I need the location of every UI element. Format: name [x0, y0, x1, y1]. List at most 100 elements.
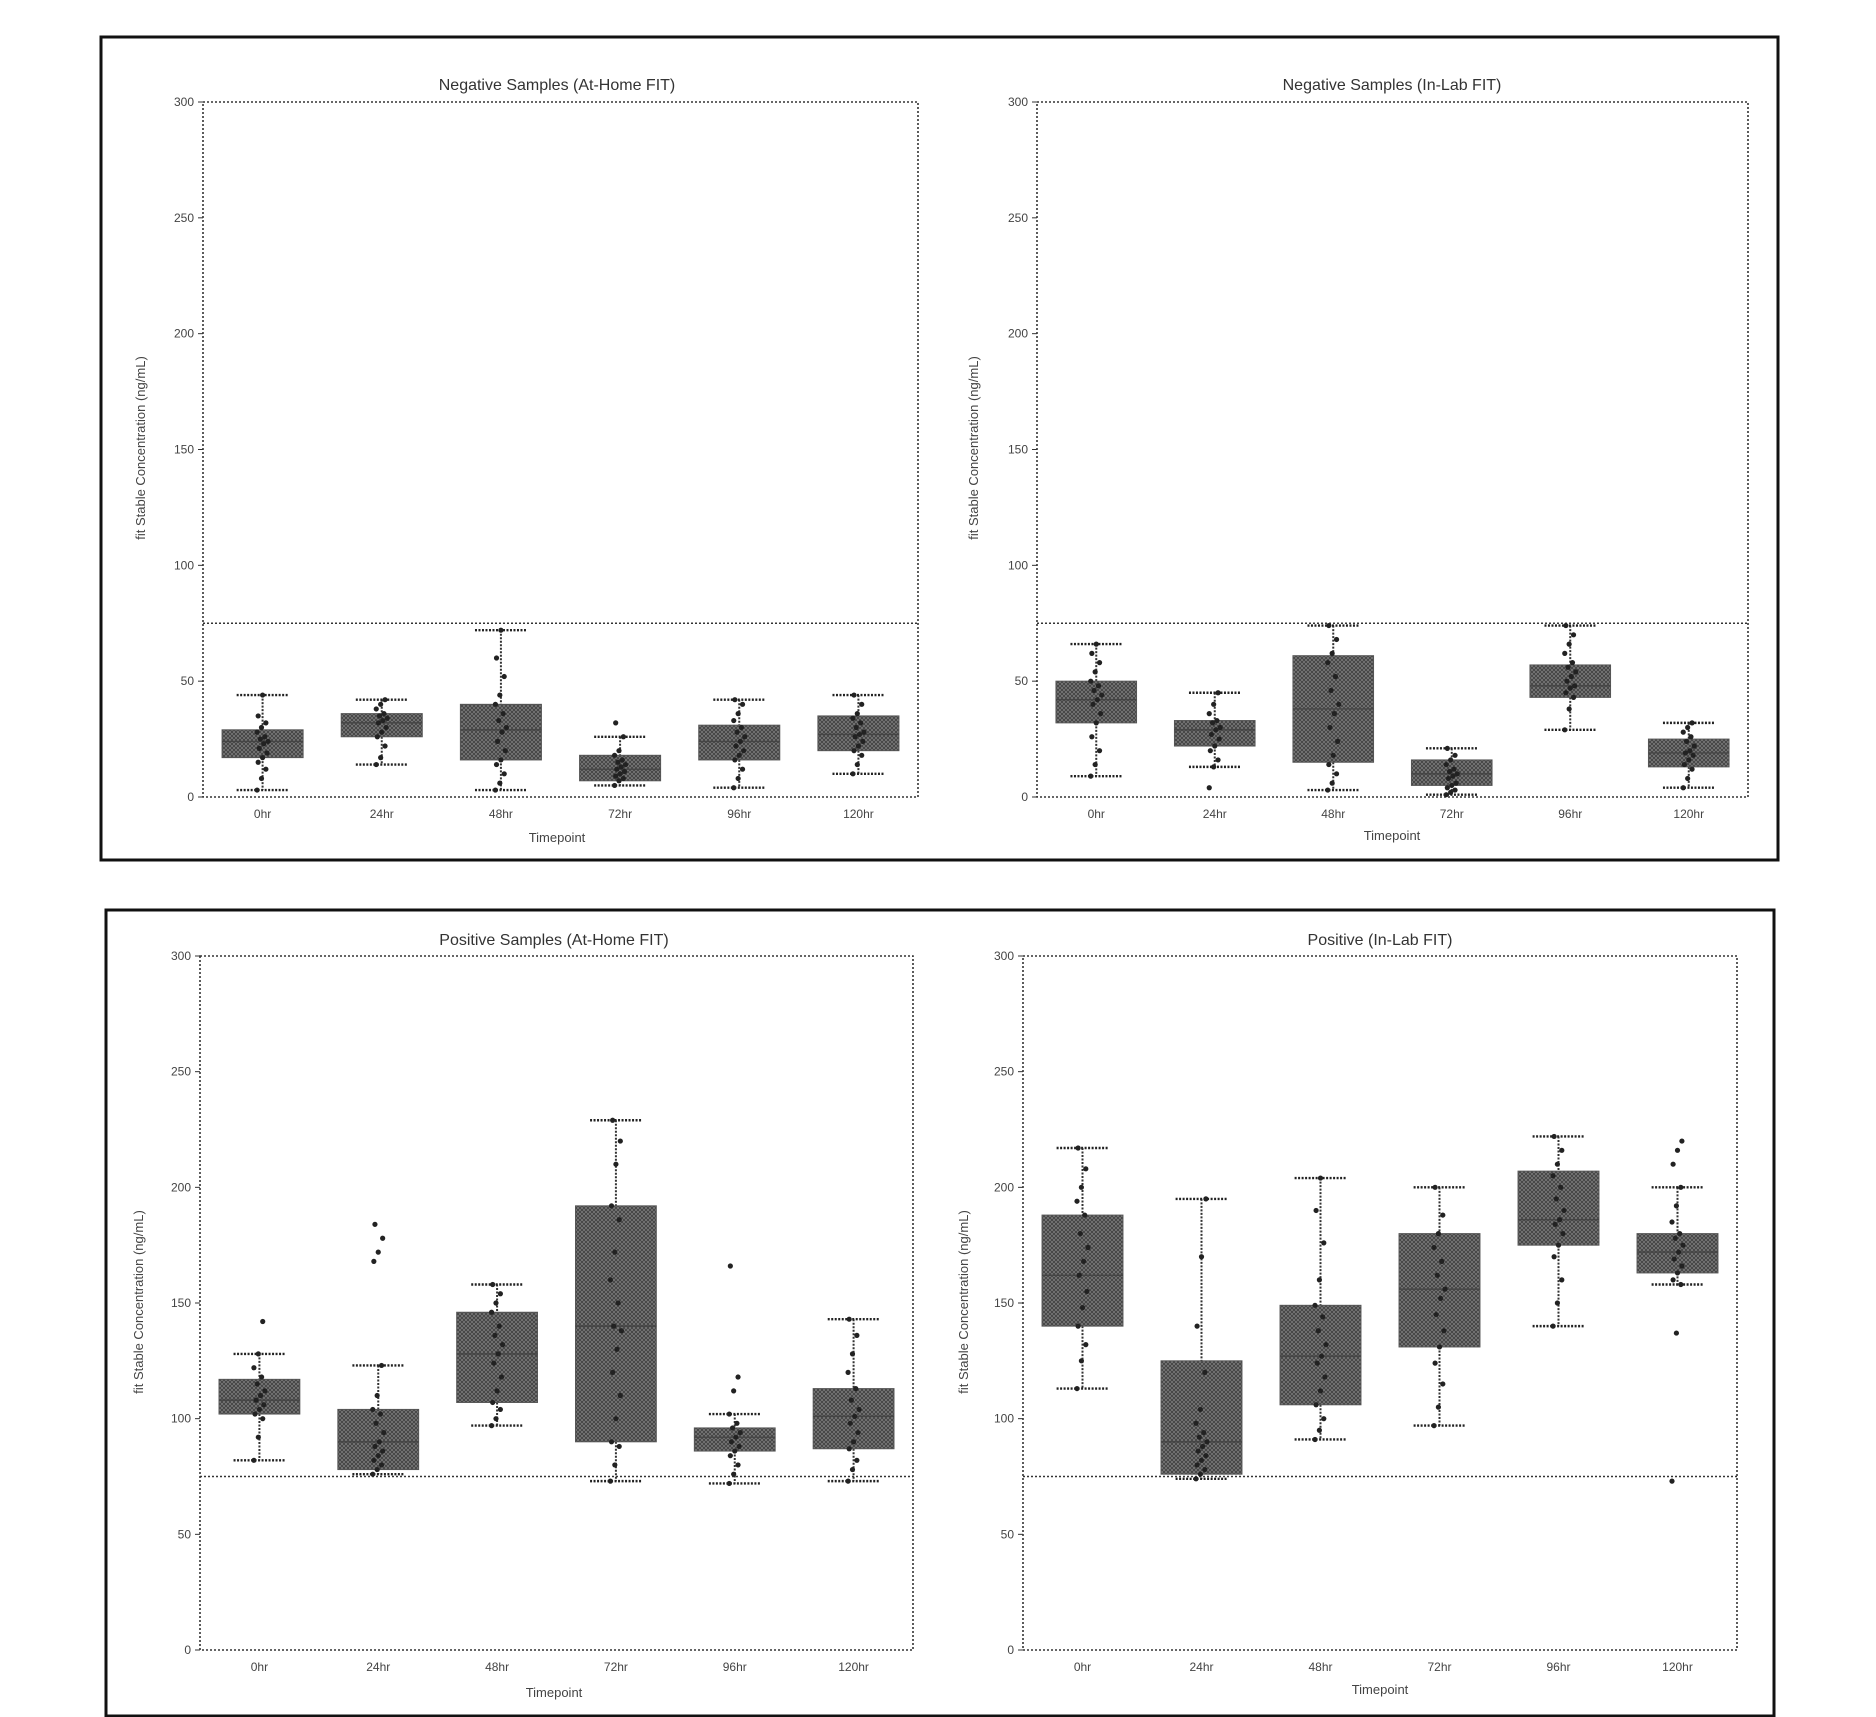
data-point	[1435, 1404, 1441, 1410]
data-point	[1563, 622, 1569, 629]
data-point	[255, 1351, 261, 1357]
box-96hr	[693, 1263, 776, 1487]
box-120hr	[1647, 720, 1730, 791]
data-point	[612, 1249, 618, 1255]
data-point	[497, 780, 503, 786]
data-point	[251, 1457, 257, 1463]
data-point	[853, 1385, 859, 1392]
data-point	[490, 1399, 496, 1406]
data-point	[1206, 711, 1212, 717]
data-point	[1448, 757, 1454, 763]
box-48hr	[459, 627, 542, 793]
data-point	[1202, 1466, 1208, 1473]
data-point	[1211, 764, 1217, 770]
data-point	[1438, 1295, 1444, 1301]
data-point	[1449, 782, 1455, 789]
data-point	[254, 729, 260, 735]
data-point	[376, 1439, 382, 1445]
data-point	[258, 724, 265, 731]
x-tick-label: 120hr	[838, 1660, 869, 1674]
data-point	[498, 627, 504, 633]
data-point	[859, 701, 865, 707]
data-point	[850, 715, 856, 721]
data-point	[727, 1453, 733, 1459]
data-point	[726, 1411, 732, 1417]
data-point	[613, 720, 619, 726]
data-point	[261, 741, 267, 747]
data-point	[859, 752, 865, 758]
x-axis-title: Timepoint	[529, 830, 586, 845]
x-tick-label: 24hr	[366, 1660, 390, 1674]
box-72hr	[579, 720, 662, 789]
data-point	[1079, 1305, 1086, 1311]
data-point	[1085, 1244, 1091, 1251]
box-0hr	[1055, 641, 1138, 779]
y-tick-label: 300	[174, 95, 194, 109]
x-tick-label: 48hr	[1321, 807, 1345, 821]
box-0hr	[1041, 1145, 1124, 1392]
box-120hr	[812, 1316, 895, 1484]
y-tick-label: 50	[181, 674, 195, 688]
data-point	[733, 1434, 739, 1440]
y-tick-label: 50	[1001, 1527, 1015, 1541]
data-point	[1436, 1344, 1443, 1350]
data-point	[1083, 1166, 1089, 1172]
data-point	[378, 701, 384, 707]
x-axis-title: Timepoint	[1364, 828, 1421, 843]
data-point	[262, 1388, 268, 1394]
data-point	[493, 1416, 499, 1422]
data-point	[858, 720, 864, 726]
data-point	[259, 755, 266, 761]
data-point	[621, 768, 628, 775]
data-point	[846, 1446, 852, 1452]
data-point	[736, 752, 742, 758]
data-point	[374, 1392, 380, 1399]
data-point	[1674, 1270, 1681, 1276]
data-point	[1089, 650, 1095, 656]
data-point	[252, 1411, 258, 1417]
data-point	[1211, 701, 1217, 707]
box-iqr	[1173, 720, 1256, 747]
data-point	[370, 1406, 376, 1413]
data-point	[619, 757, 625, 763]
y-tick-label: 0	[184, 1643, 191, 1657]
data-point	[1554, 1161, 1560, 1167]
data-point	[1333, 636, 1340, 643]
data-point	[254, 1381, 260, 1387]
data-point	[1567, 685, 1573, 691]
data-point	[1314, 1360, 1320, 1366]
data-point	[253, 1397, 259, 1403]
data-point	[493, 655, 500, 661]
data-point	[1555, 1242, 1562, 1248]
data-point	[1193, 1420, 1199, 1426]
data-point	[1077, 1231, 1083, 1237]
x-axis-title: Timepoint	[526, 1685, 583, 1700]
box-iqr	[1398, 1233, 1481, 1348]
data-point	[617, 1392, 623, 1399]
data-point	[492, 1332, 498, 1338]
data-point	[374, 734, 380, 740]
data-point	[854, 1457, 860, 1463]
data-point	[1319, 1353, 1325, 1359]
data-point	[1689, 766, 1695, 772]
data-point	[381, 711, 387, 717]
data-point	[607, 1478, 614, 1484]
data-point	[1431, 1244, 1437, 1251]
y-tick-label: 100	[1008, 558, 1028, 572]
data-point	[613, 1416, 619, 1422]
box-24hr	[1173, 690, 1256, 791]
data-point	[611, 782, 618, 789]
data-point	[1671, 1256, 1677, 1262]
data-point	[1682, 750, 1689, 756]
data-point	[1451, 766, 1457, 772]
data-point	[259, 692, 266, 698]
data-point	[1563, 690, 1569, 696]
box-72hr	[575, 1117, 657, 1484]
data-point	[1454, 771, 1460, 777]
data-point	[255, 1434, 261, 1440]
data-point	[1432, 1360, 1438, 1366]
chart-title: Negative Samples (At-Home FIT)	[439, 77, 676, 94]
data-point	[611, 1323, 617, 1329]
data-point	[1560, 1231, 1566, 1237]
data-point	[1325, 660, 1331, 666]
